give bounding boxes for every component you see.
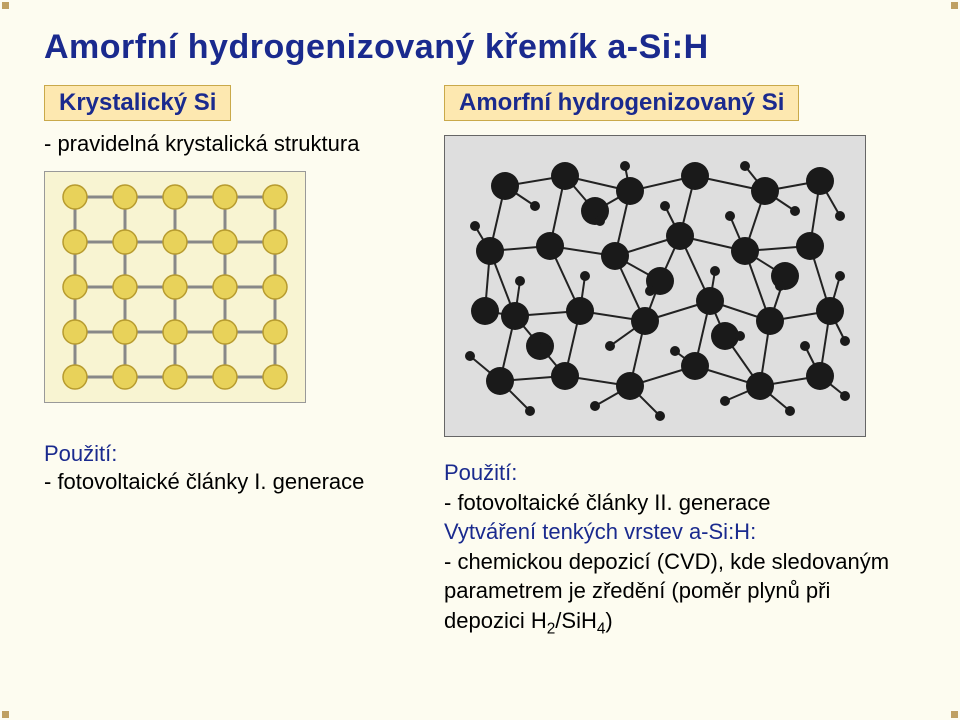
crystalline-subtitle: - pravidelná krystalická struktura [44, 131, 404, 157]
left-column: Krystalický Si - pravidelná krystalická … [44, 85, 404, 640]
left-usage-head: Použití: [44, 441, 404, 467]
crystalline-diagram [44, 171, 306, 403]
right-line: - fotovoltaické články II. generace [444, 489, 944, 517]
right-line: - chemickou depozicí (CVD), kde sledovan… [444, 548, 944, 576]
right-line: parametrem je zředění (poměr plynů při [444, 577, 944, 605]
crystalline-badge-text: Krystalický Si [59, 89, 216, 116]
amorphous-diagram [444, 135, 866, 437]
right-line: Vytváření tenkých vrstev a-Si:H: [444, 518, 944, 546]
amorphous-badge-text: Amorfní hydrogenizovaný Si [459, 89, 784, 116]
right-line: depozici H2/SiH4) [444, 607, 944, 639]
right-lines: - fotovoltaické články II. generaceVytvá… [444, 489, 944, 639]
right-usage-head: Použití: [444, 459, 944, 487]
page-title: Amorfní hydrogenizovaný křemík a-Si:H [44, 28, 916, 67]
crystalline-badge: Krystalický Si [44, 85, 231, 121]
right-column: Amorfní hydrogenizovaný Si Použití: - fo… [444, 85, 944, 640]
right-text-block: Použití: - fotovoltaické články II. gene… [444, 459, 944, 638]
amorphous-badge: Amorfní hydrogenizovaný Si [444, 85, 799, 121]
left-usage-line: - fotovoltaické články I. generace [44, 469, 404, 495]
title-text: Amorfní hydrogenizovaný křemík a-Si:H [44, 28, 709, 66]
columns: Krystalický Si - pravidelná krystalická … [44, 85, 916, 640]
